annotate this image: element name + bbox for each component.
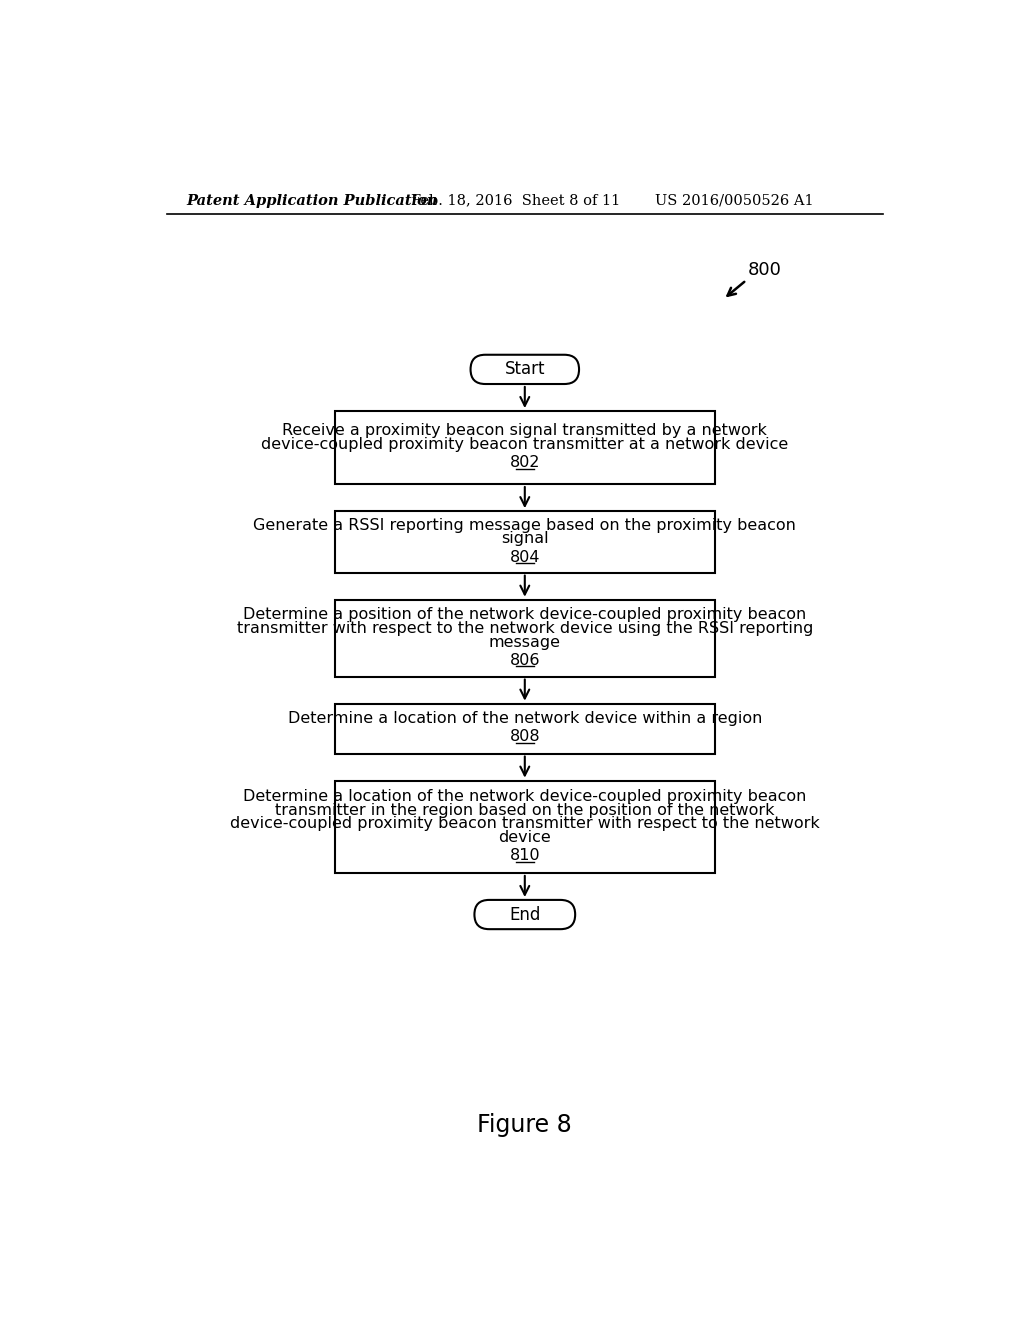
Text: transmitter with respect to the network device using the RSSI reporting: transmitter with respect to the network … (237, 620, 813, 636)
Text: Patent Application Publication: Patent Application Publication (186, 194, 437, 207)
Text: US 2016/0050526 A1: US 2016/0050526 A1 (655, 194, 814, 207)
Text: transmitter in the region based on the position of the network: transmitter in the region based on the p… (275, 803, 774, 817)
Text: 800: 800 (748, 261, 782, 279)
Bar (335, 780, 715, 873)
FancyBboxPatch shape (471, 355, 579, 384)
Text: 804: 804 (510, 549, 540, 565)
Text: Determine a position of the network device-coupled proximity beacon: Determine a position of the network devi… (243, 607, 807, 622)
Text: End: End (509, 906, 541, 924)
Text: Receive a proximity beacon signal transmitted by a network: Receive a proximity beacon signal transm… (283, 424, 767, 438)
FancyBboxPatch shape (474, 900, 575, 929)
Bar (335, 411, 715, 484)
Text: 806: 806 (510, 653, 540, 668)
Text: device: device (499, 830, 551, 845)
Bar (335, 599, 715, 677)
Bar (335, 511, 715, 573)
Text: Figure 8: Figure 8 (477, 1113, 572, 1137)
Text: Determine a location of the network device-coupled proximity beacon: Determine a location of the network devi… (243, 789, 807, 804)
Text: Generate a RSSI reporting message based on the proximity beacon: Generate a RSSI reporting message based … (253, 517, 797, 533)
Bar (335, 704, 715, 754)
Text: device-coupled proximity beacon transmitter with respect to the network: device-coupled proximity beacon transmit… (230, 816, 819, 832)
Text: message: message (488, 635, 561, 649)
Text: device-coupled proximity beacon transmitter at a network device: device-coupled proximity beacon transmit… (261, 437, 788, 453)
Text: 810: 810 (510, 849, 540, 863)
Text: signal: signal (501, 532, 549, 546)
Text: 802: 802 (510, 455, 540, 470)
Text: 808: 808 (510, 730, 540, 744)
Text: Determine a location of the network device within a region: Determine a location of the network devi… (288, 711, 762, 726)
Text: Feb. 18, 2016  Sheet 8 of 11: Feb. 18, 2016 Sheet 8 of 11 (411, 194, 621, 207)
Text: Start: Start (505, 360, 545, 379)
